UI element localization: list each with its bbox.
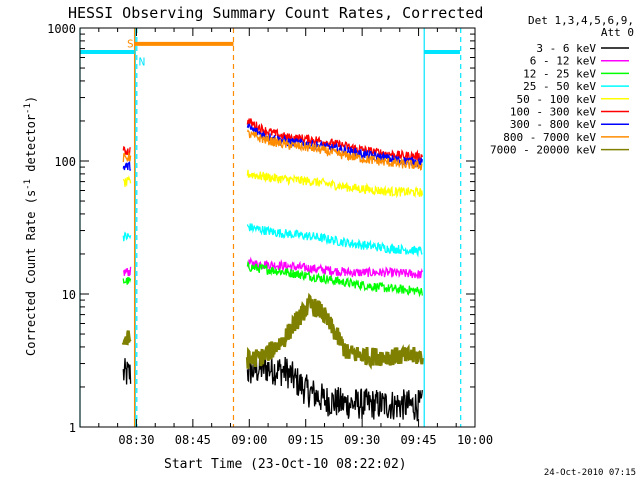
series-trace xyxy=(122,152,132,163)
y-tick-label: 1 xyxy=(69,421,76,435)
legend-label: 100 - 300 keV xyxy=(510,106,596,119)
series-trace xyxy=(247,256,423,280)
series-trace xyxy=(122,161,132,171)
chart-title: HESSI Observing Summary Count Rates, Cor… xyxy=(68,4,483,22)
series-trace xyxy=(122,266,132,277)
plot-body: SN xyxy=(79,28,462,427)
x-tick-label: 08:30 xyxy=(118,433,154,447)
series-50-100-kev xyxy=(122,169,423,199)
legend-label: 300 - 800 keV xyxy=(510,118,596,131)
series-800-7000-kev xyxy=(122,129,423,171)
x-axis-label: Start Time (23-Oct-10 08:22:02) xyxy=(164,457,407,472)
series-trace xyxy=(246,129,423,171)
series-trace xyxy=(245,292,424,370)
series-6-12-kev xyxy=(122,256,423,280)
y-axis-label-sup2: -1 xyxy=(23,103,33,114)
series-trace xyxy=(246,223,423,258)
legend-label: 7000 - 20000 keV xyxy=(490,144,596,157)
legend-header-line2: Att 0 xyxy=(601,26,634,39)
y-axis: 1 10 100 1000 xyxy=(47,22,475,435)
series-trace xyxy=(246,260,423,298)
legend-label: 3 - 6 keV xyxy=(536,42,596,55)
y-tick-label: 100 xyxy=(54,155,76,169)
y-axis-label-main: Corrected Count Rate (s xyxy=(24,190,38,356)
series-trace xyxy=(121,330,132,346)
y-axis-label: Corrected Count Rate (s-1 detector-1) xyxy=(23,96,38,356)
legend-label: 50 - 100 keV xyxy=(517,93,597,106)
series-trace xyxy=(122,277,132,285)
series-3-6-kev xyxy=(122,353,423,422)
s-marker-label: S xyxy=(127,38,134,51)
legend-label: 6 - 12 keV xyxy=(530,55,597,68)
y-tick-label: 10 xyxy=(62,288,76,302)
y-tick-label: 1000 xyxy=(47,22,76,36)
footer-timestamp: 24-Oct-2010 07:15 xyxy=(544,468,636,478)
x-axis: 08:30 08:45 09:00 09:15 09:30 09:45 10:00 xyxy=(98,28,493,447)
series-trace xyxy=(246,353,423,422)
legend-label: 800 - 7000 keV xyxy=(503,131,596,144)
plot-frame xyxy=(79,27,476,428)
series-trace xyxy=(122,358,132,385)
series-trace xyxy=(246,169,423,199)
series-25-50-kev xyxy=(122,223,423,258)
x-tick-label: 09:30 xyxy=(344,433,380,447)
x-tick-label: 09:00 xyxy=(231,433,267,447)
x-tick-label: 09:45 xyxy=(401,433,437,447)
series-trace xyxy=(122,231,132,242)
y-axis-label-sup1: -1 xyxy=(23,179,33,190)
x-tick-label: 08:45 xyxy=(175,433,211,447)
x-tick-label: 09:15 xyxy=(288,433,324,447)
x-tick-label: 10:00 xyxy=(457,433,493,447)
legend-label: 12 - 25 keV xyxy=(523,67,596,80)
legend-label: 25 - 50 keV xyxy=(523,80,596,93)
y-axis-label-end: ) xyxy=(24,96,38,103)
series-7000-20000-kev xyxy=(121,292,424,370)
legend-header-line1: Det 1,3,4,5,6,9, xyxy=(528,14,634,27)
n-marker-label: N xyxy=(139,56,146,69)
y-axis-label-mid: detector xyxy=(24,114,38,179)
series-12-25-kev xyxy=(122,260,423,298)
series-trace xyxy=(122,175,132,187)
